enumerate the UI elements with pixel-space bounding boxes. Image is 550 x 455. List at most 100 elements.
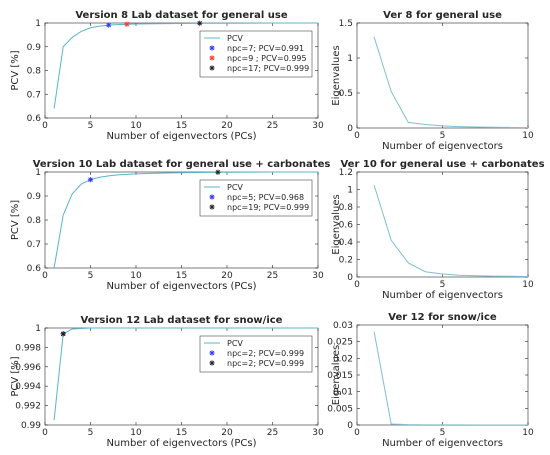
- x-axis-label: Number of eigenvectors (PCs): [106, 281, 256, 292]
- y-tick-label: 0.03: [333, 321, 353, 331]
- legend-marker-swatch: [209, 360, 215, 366]
- x-tick-label: 15: [176, 121, 187, 131]
- legend-box: [199, 30, 313, 78]
- x-axis-label: Number of eigenvectors (PCs): [106, 438, 256, 449]
- y-tick-label: 0: [347, 124, 353, 134]
- x-tick-label: 20: [221, 428, 233, 438]
- y-tick-label: 0.994: [15, 382, 41, 392]
- y-tick-label: 0.8: [339, 203, 354, 213]
- legend-entry: npc=19; PCV=0.999: [227, 203, 309, 212]
- x-axis-label: Number of eigenvectors: [382, 438, 503, 449]
- x-tick-label: 30: [312, 271, 324, 281]
- y-tick-label: 0.998: [15, 343, 41, 353]
- y-tick-label: 0.99: [21, 421, 41, 431]
- y-axis-label: Eigenvalues: [331, 194, 342, 254]
- legend-entry: PCV: [227, 339, 243, 348]
- y-tick-label: 0: [347, 273, 353, 283]
- y-tick-label: 0.6: [27, 264, 42, 274]
- x-tick-label: 30: [312, 428, 324, 438]
- x-tick-label: 25: [267, 121, 278, 131]
- x-tick-label: 0: [354, 428, 360, 438]
- y-tick-label: 0.005: [327, 404, 353, 414]
- chart-title: Version 8 Lab dataset for general use: [75, 10, 288, 21]
- y-tick-label: 1: [35, 324, 41, 334]
- y-tick-label: 0.2: [339, 256, 353, 266]
- y-tick-label: 0.992: [15, 402, 41, 412]
- series-line: [373, 184, 528, 277]
- x-tick-label: 0: [354, 280, 360, 290]
- series-line: [53, 171, 318, 268]
- x-tick-label: 0: [42, 271, 48, 281]
- y-tick-label: 0.4: [339, 238, 354, 248]
- legend-entry: npc=2; PCV=0.999: [227, 349, 304, 358]
- x-tick-label: 5: [88, 271, 94, 281]
- legend-marker-swatch: [209, 204, 215, 210]
- y-axis-label: Eigenvalues: [331, 45, 342, 105]
- data-point-marker: [106, 22, 112, 28]
- y-tick-label: 1: [347, 54, 353, 64]
- data-point-marker: [197, 20, 203, 26]
- legend-entry: PCV: [227, 34, 243, 43]
- x-axis-label: Number of eigenvectors: [382, 141, 503, 152]
- y-tick-label: 0.9: [27, 192, 42, 202]
- x-axis-label: Number of eigenvectors: [382, 290, 503, 301]
- chart-title: Ver 12 for snow/ice: [388, 312, 497, 323]
- legend-box: [199, 335, 313, 373]
- chart-title: Version 12 Lab dataset for snow/ice: [81, 315, 283, 326]
- x-tick-label: 10: [522, 428, 534, 438]
- y-tick-label: 0.01: [333, 388, 353, 398]
- x-tick-label: 0: [354, 131, 360, 141]
- x-tick-label: 10: [130, 271, 142, 281]
- x-tick-label: 0: [42, 428, 48, 438]
- x-tick-label: 10: [130, 428, 142, 438]
- x-tick-label: 25: [267, 428, 278, 438]
- x-tick-label: 10: [522, 280, 534, 290]
- x-tick-label: 25: [267, 271, 278, 281]
- plot-area: [356, 171, 529, 278]
- chart-eig_v12: 0 5 10 0 0.005 0.01 0.015 0.02 0.025 0.03 Ver 12 f…: [327, 312, 534, 449]
- x-tick-label: 10: [130, 121, 142, 131]
- y-tick-label: 0.025: [327, 338, 353, 348]
- plot-area: [356, 22, 529, 129]
- y-tick-label: 0.8: [27, 67, 42, 77]
- series-line: [53, 22, 318, 109]
- y-tick-label: 1.2: [339, 168, 353, 178]
- x-tick-label: 20: [221, 271, 233, 281]
- chart-eig_v8: 0 5 10 0 0.5 1 1.5 Ver 8 for general use Number …: [331, 10, 534, 152]
- x-tick-label: 5: [440, 428, 446, 438]
- data-point-marker: [60, 331, 66, 337]
- legend-marker-swatch: [209, 65, 215, 71]
- y-tick-label: 0.6: [339, 221, 354, 231]
- data-point-marker: [124, 21, 130, 27]
- y-tick-label: 1: [35, 168, 41, 178]
- chart-title: Version 10 Lab dataset for general use +…: [33, 159, 331, 170]
- y-tick-label: 1: [347, 186, 353, 196]
- y-tick-label: 0.8: [27, 216, 42, 226]
- y-tick-label: 0.02: [333, 354, 353, 364]
- y-tick-label: 0: [347, 421, 353, 431]
- x-tick-label: 5: [440, 131, 446, 141]
- series-line: [373, 331, 528, 425]
- y-tick-label: 0.015: [327, 371, 353, 381]
- data-point-marker: [215, 169, 221, 175]
- legend-entry: PCV: [227, 183, 243, 192]
- legend-entry: npc=17; PCV=0.999: [227, 64, 309, 73]
- y-tick-label: 1.5: [339, 19, 353, 29]
- y-tick-label: 0.996: [15, 363, 41, 373]
- y-tick-label: 0.6: [27, 114, 42, 124]
- chart-pcv_v8: 0 5 10 15 20 25 30 0.6 0.7 0.8 0.9 1 Version 8 Lab d…: [10, 10, 324, 142]
- legend-marker-swatch: [209, 194, 215, 200]
- y-tick-label: 0.5: [339, 89, 353, 99]
- chart-pcv_v12: 0 5 10 15 20 25 30 0.99 0.992 0.994 0.996 0.998 1 Ver…: [10, 315, 324, 449]
- x-tick-label: 30: [312, 121, 324, 131]
- y-axis-label: PCV [%]: [10, 356, 21, 396]
- y-axis-label: PCV [%]: [10, 200, 21, 240]
- x-tick-label: 5: [440, 280, 446, 290]
- series-line: [373, 36, 528, 128]
- chart-title: Ver 8 for general use: [383, 10, 502, 21]
- legend-entry: npc=2; PCV=0.999: [227, 359, 304, 368]
